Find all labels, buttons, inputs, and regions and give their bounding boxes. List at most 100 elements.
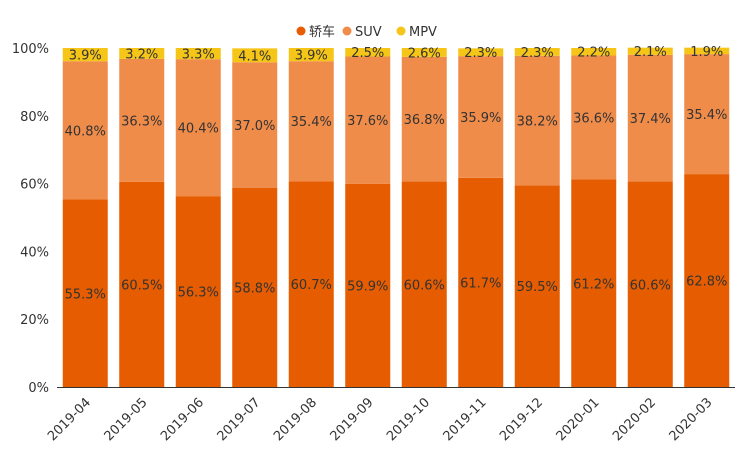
- y-tick-label: 0%: [28, 381, 49, 396]
- x-tick-label: 2020-02: [610, 395, 659, 444]
- legend-label: SUV: [355, 25, 382, 40]
- data-label: 40.8%: [65, 124, 106, 139]
- y-tick-label: 40%: [20, 245, 49, 260]
- bar-segment-1-2019-10[interactable]: [401, 181, 447, 387]
- bar-segment-1-2019-12[interactable]: [514, 185, 560, 387]
- x-tick-label: 2020-03: [667, 395, 716, 444]
- data-label: 60.6%: [630, 278, 671, 293]
- bar-segment-2-2020-01[interactable]: [571, 55, 617, 180]
- bar-segment-3-2020-02[interactable]: [627, 47, 673, 55]
- data-label: 3.2%: [125, 47, 158, 62]
- legend-swatch-icon: [396, 26, 406, 36]
- x-tick-label: 2019-04: [45, 395, 94, 444]
- x-tick-label: 2019-11: [441, 395, 490, 444]
- bar-segment-3-2019-10[interactable]: [401, 48, 447, 57]
- bar-segment-3-2020-01[interactable]: [571, 48, 617, 56]
- bar-segment-1-2019-04[interactable]: [62, 199, 108, 387]
- y-axis: 0% 20% 40% 60% 80% 100%: [12, 42, 49, 396]
- legend-item[interactable]: SUV: [342, 25, 382, 40]
- x-tick-label: 2020-01: [554, 395, 603, 444]
- y-tick-label: 60%: [20, 178, 49, 193]
- x-tick-label: 2019-07: [215, 395, 264, 444]
- bar-segment-3-2020-03[interactable]: [684, 47, 730, 55]
- data-label: 36.6%: [573, 111, 614, 126]
- y-tick-label: 80%: [20, 110, 49, 125]
- bar-segment-1-2019-05[interactable]: [119, 181, 165, 387]
- data-label: 59.9%: [347, 279, 388, 294]
- data-labels: 55.3% 40.8% 3.9% 60.5% 36.3% 3.2% 56.3% 40.4% 3.…: [65, 45, 728, 302]
- data-label: 36.8%: [404, 113, 445, 128]
- bar-segment-1-2019-07[interactable]: [232, 187, 278, 387]
- data-label: 36.3%: [121, 114, 162, 129]
- data-label: 3.9%: [295, 49, 328, 64]
- bar-segment-2-2020-02[interactable]: [627, 54, 673, 182]
- legend-swatch-icon: [342, 26, 352, 36]
- x-tick-label: 2019-08: [271, 395, 320, 444]
- bar-segment-1-2020-03[interactable]: [684, 174, 730, 387]
- data-label: 60.7%: [291, 278, 332, 293]
- data-label: 2.6%: [408, 46, 441, 61]
- data-label: 2.3%: [521, 46, 554, 61]
- x-axis: 2019-04 2019-05 2019-06 2019-07 2019-08 2019-…: [45, 387, 735, 444]
- legend-item[interactable]: 轿车: [296, 24, 336, 40]
- bar-segment-2-2019-12[interactable]: [514, 55, 560, 186]
- data-label: 1.9%: [690, 45, 723, 60]
- legend-label: MPV: [409, 25, 437, 40]
- legend[interactable]: 轿车 SUV MPV: [296, 24, 438, 40]
- data-label: 3.3%: [182, 48, 215, 63]
- bar-segment-2-2019-10[interactable]: [401, 56, 447, 182]
- bar-segment-3-2019-08[interactable]: [288, 48, 334, 62]
- bar-segment-1-2019-08[interactable]: [288, 181, 334, 387]
- bar-segment-1-2019-06[interactable]: [175, 196, 221, 387]
- data-label: 60.6%: [404, 278, 445, 293]
- bar-segment-2-2019-11[interactable]: [458, 56, 504, 178]
- data-label: 2.2%: [577, 46, 610, 61]
- bar-segment-3-2019-12[interactable]: [514, 48, 560, 56]
- data-label: 37.6%: [347, 114, 388, 129]
- data-label: 61.2%: [573, 277, 614, 292]
- bar-segment-2-2019-08[interactable]: [288, 61, 334, 182]
- x-tick-label: 2019-12: [497, 395, 546, 444]
- data-label: 61.7%: [460, 276, 501, 291]
- bars: [62, 47, 730, 387]
- legend-swatch-icon: [296, 26, 306, 36]
- data-label: 2.5%: [351, 46, 384, 61]
- bar-segment-2-2019-07[interactable]: [232, 62, 278, 188]
- data-label: 58.8%: [234, 281, 275, 296]
- bar-segment-1-2019-11[interactable]: [458, 177, 504, 387]
- bar-segment-3-2019-04[interactable]: [62, 48, 108, 62]
- bar-segment-3-2019-09[interactable]: [345, 48, 391, 57]
- x-tick-label: 2019-10: [384, 395, 433, 444]
- bar-segment-3-2019-11[interactable]: [458, 48, 504, 57]
- x-tick-label: 2019-09: [328, 395, 377, 444]
- data-label: 3.9%: [69, 49, 102, 64]
- bar-segment-2-2019-06[interactable]: [175, 59, 221, 197]
- data-label: 2.3%: [464, 46, 497, 61]
- bar-segment-3-2019-05[interactable]: [119, 48, 165, 59]
- bar-segment-3-2019-06[interactable]: [175, 48, 221, 60]
- bar-segment-1-2019-09[interactable]: [345, 183, 391, 387]
- bar-segment-3-2019-07[interactable]: [232, 48, 278, 63]
- bar-segment-2-2019-04[interactable]: [62, 61, 108, 200]
- data-label: 38.2%: [517, 115, 558, 130]
- bar-segment-2-2019-09[interactable]: [345, 56, 391, 184]
- bar-segment-1-2020-02[interactable]: [627, 181, 673, 387]
- data-label: 4.1%: [238, 49, 271, 64]
- bar-segment-2-2020-03[interactable]: [684, 54, 730, 175]
- data-label: 37.4%: [630, 112, 671, 127]
- data-label: 2.1%: [634, 45, 667, 60]
- data-label: 40.4%: [178, 122, 219, 137]
- bar-segment-2-2019-05[interactable]: [119, 58, 165, 182]
- data-label: 35.9%: [460, 111, 501, 126]
- data-label: 56.3%: [178, 286, 219, 301]
- data-label: 55.3%: [65, 287, 106, 302]
- y-tick-label: 100%: [12, 42, 49, 57]
- data-label: 62.8%: [686, 275, 727, 290]
- data-label: 35.4%: [291, 115, 332, 130]
- legend-item[interactable]: MPV: [396, 25, 438, 40]
- bar-segment-1-2020-01[interactable]: [571, 179, 617, 387]
- legend-label: 轿车: [309, 24, 335, 40]
- data-label: 37.0%: [234, 119, 275, 134]
- x-tick-label: 2019-06: [158, 395, 207, 444]
